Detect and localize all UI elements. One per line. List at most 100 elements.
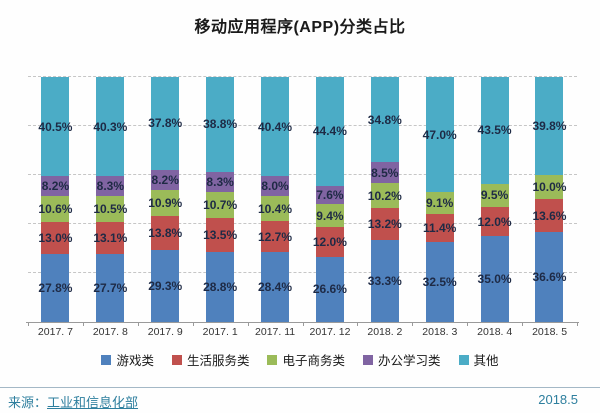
bar-segment: 29.3% bbox=[148, 250, 183, 322]
data-label: 13.5% bbox=[203, 227, 238, 242]
bar-group: 36.6% 13.6% 10.0% 39.8% bbox=[532, 77, 567, 322]
data-label: 32.5% bbox=[422, 275, 457, 290]
legend-swatch-icon bbox=[458, 354, 469, 365]
bar-segment: 32.5% bbox=[422, 242, 457, 322]
x-axis-label: 2018. 5 bbox=[532, 326, 568, 338]
bar-segment: 10.2% bbox=[367, 183, 402, 209]
data-label: 13.2% bbox=[367, 217, 402, 232]
bar-segment: 13.2% bbox=[367, 208, 402, 241]
legend-item: 电子商务类 bbox=[267, 350, 345, 369]
data-label: 47.0% bbox=[422, 127, 457, 142]
data-label: 11.4% bbox=[422, 221, 457, 236]
data-label: 29.3% bbox=[148, 279, 183, 294]
bar-segment: 10.7% bbox=[203, 192, 238, 219]
axis-tick bbox=[357, 322, 359, 326]
x-axis-label: 2017. 7 bbox=[37, 326, 73, 338]
axis-tick bbox=[137, 322, 139, 326]
data-label: 8.3% bbox=[206, 175, 234, 190]
data-label: 40.5% bbox=[38, 119, 73, 134]
bar-segment: 44.4% bbox=[312, 77, 347, 186]
data-label: 12.0% bbox=[477, 214, 512, 229]
legend: 游戏类 生活服务类 电子商务类 办公学习类 其他 bbox=[0, 350, 600, 369]
data-label: 28.4% bbox=[257, 280, 293, 295]
bar-segment: 8.5% bbox=[370, 162, 399, 184]
data-label: 8.2% bbox=[151, 172, 179, 187]
data-label: 12.0% bbox=[312, 235, 347, 250]
gridline-40 bbox=[28, 223, 577, 224]
bar-segment: 13.5% bbox=[203, 218, 238, 252]
chart-title: 移动应用程序(APP)分类占比 bbox=[194, 19, 406, 36]
bar-segment: 26.6% bbox=[312, 256, 347, 322]
plot-area: 27.8% 13.0% 10.6% 8.2% 40.5% 27.7% 13.1% 10.5% 8… bbox=[28, 76, 577, 322]
bar-segment: 9.4% bbox=[315, 204, 344, 228]
bar-segment: 27.8% bbox=[38, 253, 73, 322]
x-axis-labels: 2017. 7 2017. 8 2017. 9 2017. 1 2017. 11 2017… bbox=[28, 326, 577, 338]
bar-segment: 37.8% bbox=[148, 77, 182, 170]
bar-segment: 13.8% bbox=[148, 216, 182, 251]
bar-segment: 28.4% bbox=[257, 252, 293, 322]
legend-label: 电子商务类 bbox=[282, 354, 345, 368]
bar-segment: 8.3% bbox=[206, 171, 235, 193]
data-label: 12.7% bbox=[257, 229, 293, 244]
data-label: 40.3% bbox=[93, 119, 128, 134]
data-label: 44.4% bbox=[312, 124, 347, 139]
data-label: 8.3% bbox=[96, 179, 125, 194]
axis-tick bbox=[522, 322, 524, 326]
bar-segment: 34.8% bbox=[367, 77, 402, 163]
data-label: 13.1% bbox=[93, 231, 128, 246]
bar-segment: 8.3% bbox=[96, 176, 125, 197]
data-label: 8.0% bbox=[261, 179, 289, 194]
data-label: 28.8% bbox=[203, 279, 238, 294]
x-axis-label: 2017. 9 bbox=[147, 326, 183, 338]
x-axis-label: 2017. 12 bbox=[309, 326, 351, 338]
data-label: 10.2% bbox=[367, 188, 402, 203]
axis-tick bbox=[82, 322, 84, 326]
bar-group: 27.7% 13.1% 10.5% 8.3% 40.3% bbox=[93, 77, 128, 322]
data-label: 10.4% bbox=[257, 201, 293, 216]
bar-segment: 8.2% bbox=[41, 176, 70, 197]
data-label: 36.6% bbox=[532, 270, 567, 285]
x-axis-label: 2018. 3 bbox=[422, 326, 458, 338]
source-line: 来源：工业和信息化部 bbox=[8, 392, 138, 411]
data-label: 27.8% bbox=[38, 280, 73, 295]
bar-group: 26.6% 12.0% 9.4% 7.6% 44.4% bbox=[312, 77, 347, 322]
x-axis-label: 2017. 11 bbox=[255, 326, 296, 338]
footer-divider bbox=[0, 387, 600, 388]
x-axis-label: 2017. 8 bbox=[92, 326, 128, 338]
axis-tick bbox=[247, 322, 249, 326]
bar-segment: 10.9% bbox=[148, 189, 182, 217]
legend-label: 办公学习类 bbox=[378, 354, 441, 368]
bar-segment: 10.6% bbox=[38, 196, 72, 223]
data-label: 35.0% bbox=[477, 272, 512, 287]
bar-segment: 9.1% bbox=[425, 192, 454, 215]
bar-segment: 12.0% bbox=[312, 227, 347, 257]
data-label: 10.5% bbox=[93, 202, 128, 217]
data-label: 8.2% bbox=[41, 179, 70, 194]
data-label: 39.8% bbox=[532, 118, 567, 133]
data-label: 7.6% bbox=[316, 188, 344, 203]
bar-segment: 8.0% bbox=[261, 176, 289, 196]
legend-label: 游戏类 bbox=[116, 354, 154, 368]
bar-segment: 36.6% bbox=[532, 232, 567, 322]
bar-segment: 12.0% bbox=[477, 206, 512, 237]
bar-group: 35.0% 12.0% 9.5% 43.5% bbox=[477, 77, 512, 322]
bar-segment: 12.7% bbox=[257, 221, 293, 253]
bar-segment: 39.8% bbox=[532, 77, 567, 175]
data-label: 13.6% bbox=[532, 208, 567, 223]
data-label: 34.8% bbox=[367, 112, 402, 127]
bar-group: 33.3% 13.2% 10.2% 8.5% 34.8% bbox=[367, 77, 402, 322]
data-label: 40.4% bbox=[257, 119, 293, 134]
bar-segment: 35.0% bbox=[477, 236, 512, 322]
bar-segment: 11.4% bbox=[422, 214, 457, 243]
source-link[interactable]: 工业和信息化部 bbox=[47, 395, 139, 410]
axis-tick bbox=[28, 322, 29, 326]
data-label: 33.3% bbox=[367, 274, 402, 289]
legend-item: 其他 bbox=[458, 350, 499, 369]
legend-swatch-icon bbox=[171, 354, 182, 365]
bar-segment: 47.0% bbox=[422, 77, 457, 193]
data-label: 26.6% bbox=[312, 282, 347, 297]
legend-item: 游戏类 bbox=[101, 350, 154, 369]
bar-segment: 10.0% bbox=[532, 174, 566, 200]
gridline-60 bbox=[28, 174, 577, 175]
data-label: 10.7% bbox=[203, 198, 238, 213]
